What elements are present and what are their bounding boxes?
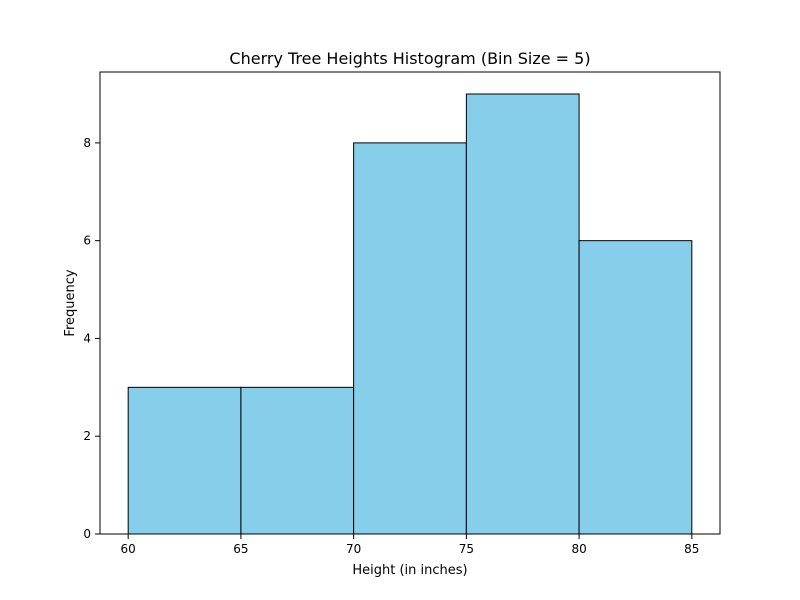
- y-axis-label: Frequency: [63, 269, 78, 336]
- histogram-bar-3: [465, 93, 580, 535]
- x-tick-label-3: 75: [459, 542, 474, 556]
- histogram-bar-0: [127, 386, 242, 535]
- bars-group: [127, 93, 693, 535]
- x-tick-label-5: 85: [684, 542, 699, 556]
- chart-title: Cherry Tree Heights Histogram (Bin Size …: [229, 49, 590, 68]
- y-tick-label-2: 4: [83, 331, 91, 345]
- x-tick-label-0: 60: [121, 542, 136, 556]
- y-tick-label-0: 0: [83, 527, 91, 541]
- x-tick-label-2: 70: [346, 542, 361, 556]
- x-tick-label-4: 80: [571, 542, 586, 556]
- y-tick-label-1: 2: [83, 429, 91, 443]
- x-axis-label: Height (in inches): [352, 563, 467, 578]
- histogram-bar-1: [240, 386, 355, 535]
- histogram-bar-2: [353, 142, 467, 535]
- x-tick-label-1: 65: [233, 542, 248, 556]
- y-tick-label-3: 6: [83, 234, 91, 248]
- histogram-bar-4: [578, 240, 693, 535]
- plot-frame: [99, 71, 721, 535]
- y-axis-ticks: 0 2 4 6 8: [83, 136, 100, 541]
- x-axis-ticks: 60 65 70 75 80 85: [121, 534, 699, 556]
- y-tick-label-4: 8: [83, 136, 91, 150]
